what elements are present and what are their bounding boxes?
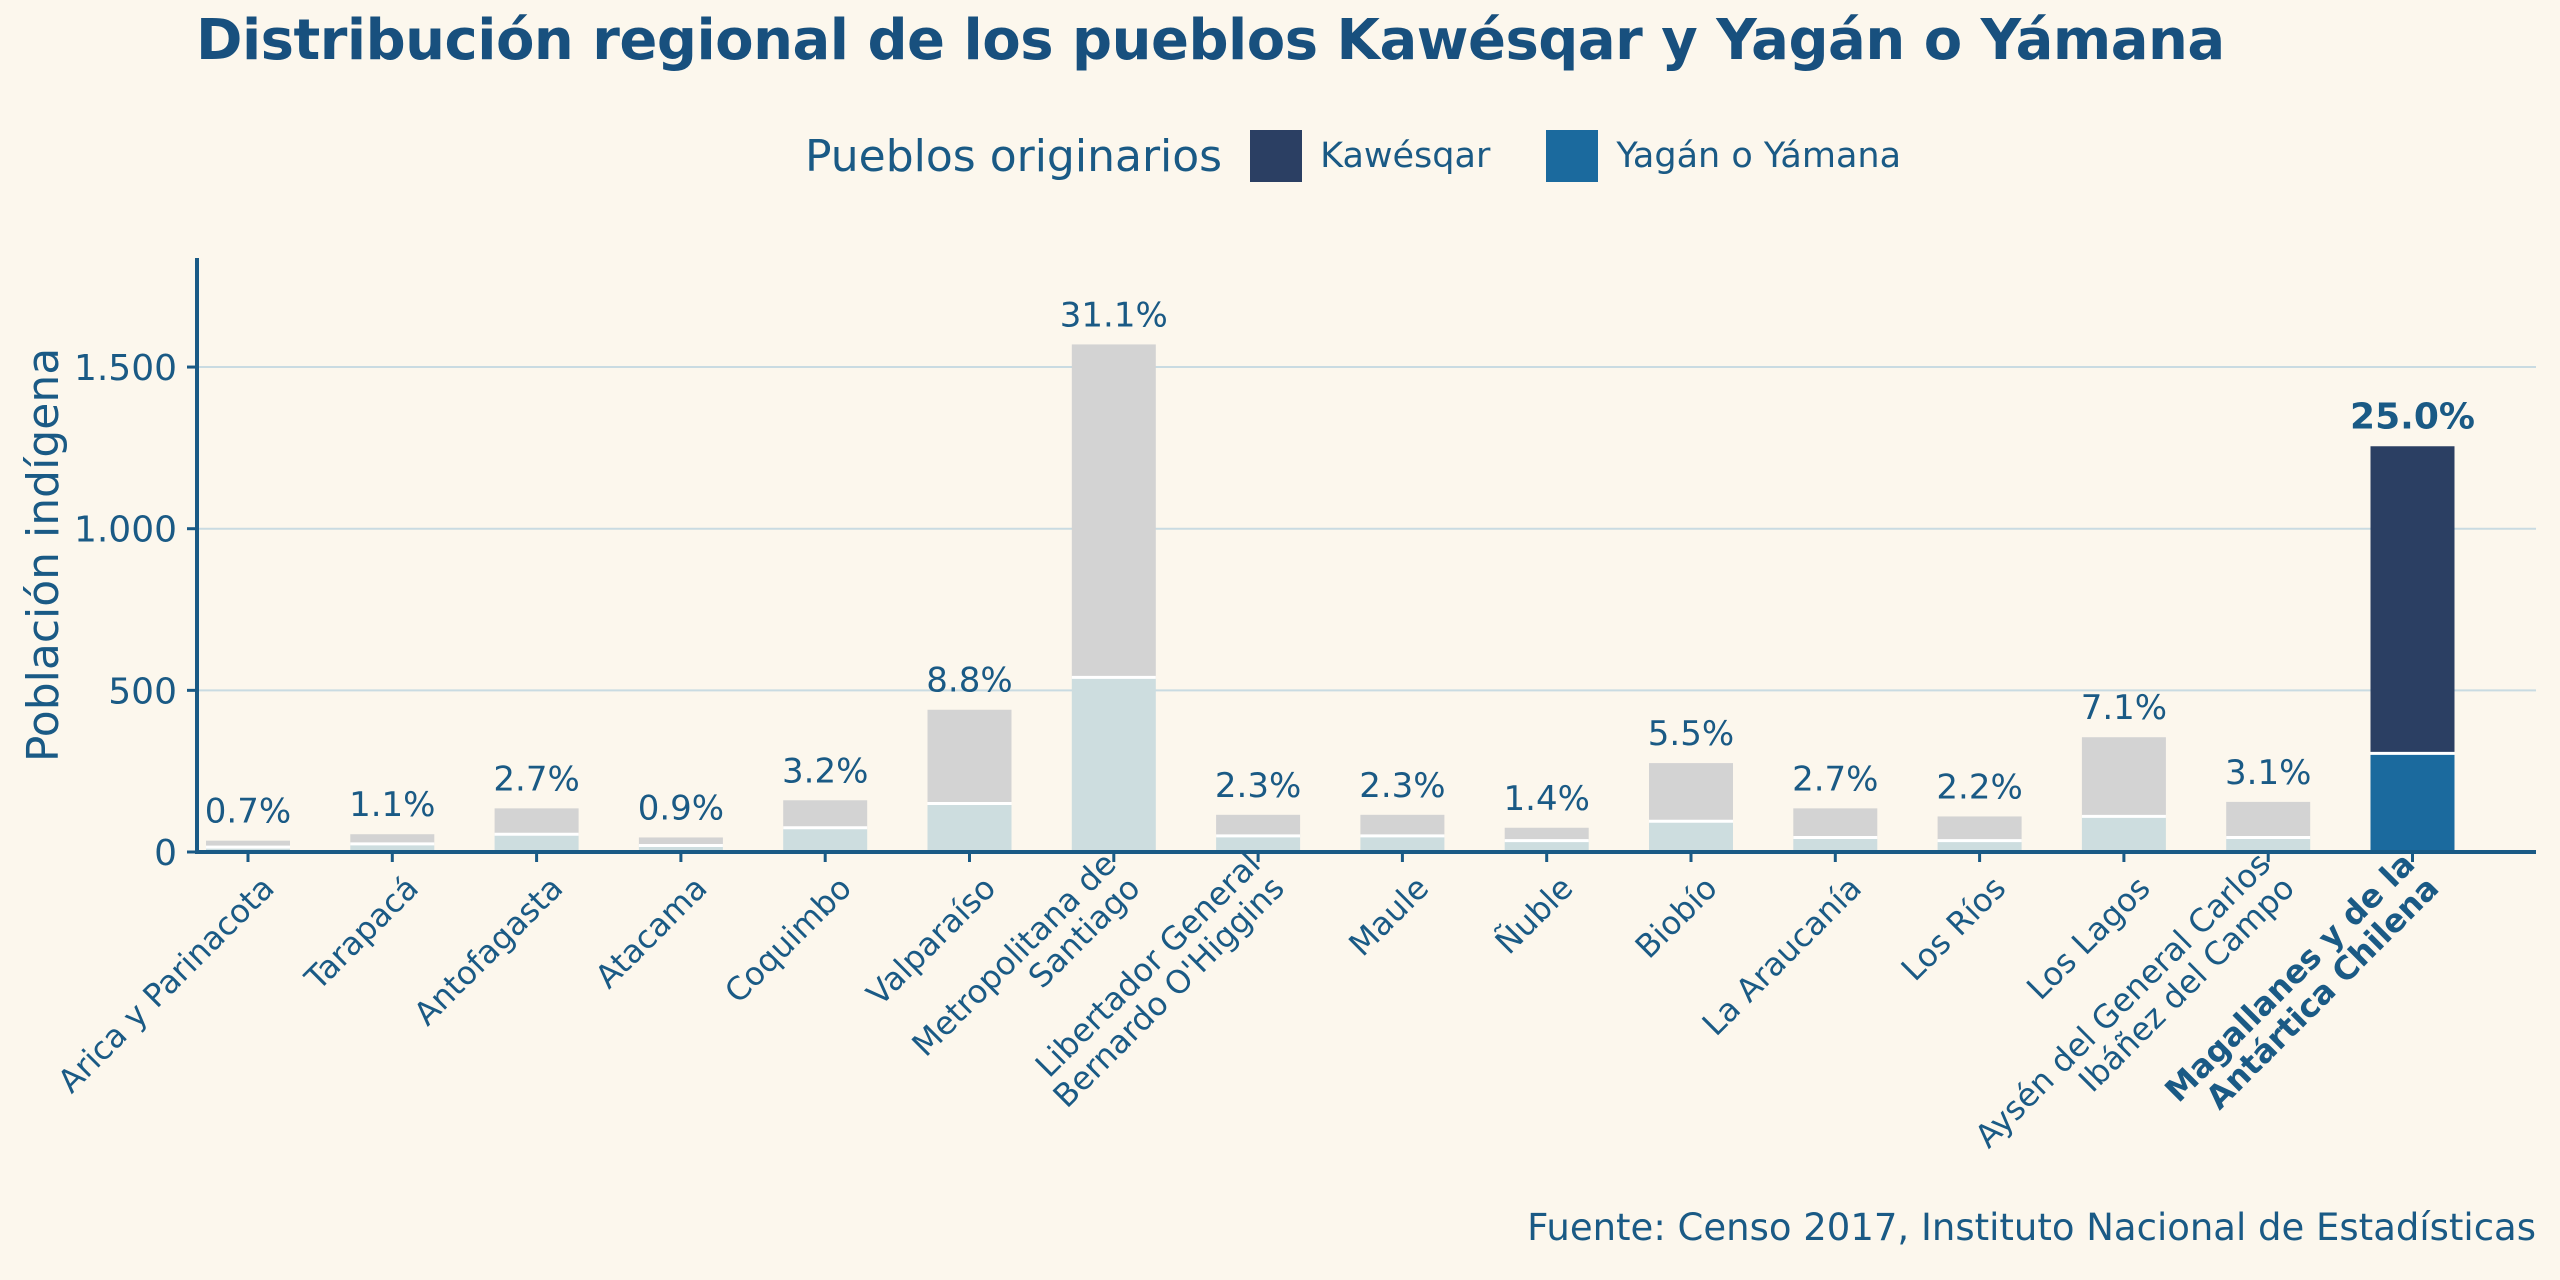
category-label-line: Tarapacá (297, 869, 426, 998)
percent-label: 1.1% (349, 785, 435, 825)
percent-label: 5.5% (1648, 714, 1734, 754)
percent-label: 8.8% (926, 661, 1012, 701)
category-label: Arica y Parinacota (50, 869, 281, 1100)
category-label: Antofagasta (406, 869, 570, 1033)
bar-kawesqar (494, 808, 579, 835)
percent-label: 2.7% (493, 759, 579, 799)
legend: Pueblos originarios Kawésqar Yagán o Yám… (805, 128, 1957, 184)
category-label-line: Los Ríos (1894, 869, 2014, 989)
bar-kawesqar (1216, 814, 1301, 836)
bar-kawesqar (1360, 814, 1445, 836)
category-label: Los Ríos (1894, 869, 2014, 989)
bar-kawesqar (1937, 816, 2022, 841)
category-label-line: Arica y Parinacota (50, 869, 281, 1100)
bar-yagan (206, 847, 290, 852)
bar-yagan (1649, 821, 1733, 852)
bar-kawesqar (1071, 344, 1156, 678)
percent-label: 3.1% (2225, 753, 2311, 793)
bar-yagan (1216, 835, 1301, 852)
bar-yagan (1504, 840, 1589, 852)
bar-kawesqar (1649, 763, 1733, 822)
bar-kawesqar (783, 800, 868, 828)
bar-kawesqar (206, 840, 290, 848)
category-label-line: Coquimbo (717, 869, 859, 1011)
y-tick-label: 1.000 (74, 510, 177, 551)
bar-yagan (2081, 816, 2166, 852)
bar-kawesqar (638, 837, 723, 846)
category-label: Coquimbo (717, 869, 859, 1011)
percent-label: 2.3% (1215, 766, 1301, 806)
percent-label: 0.9% (638, 788, 724, 828)
bar-kawesqar (1504, 827, 1589, 841)
percent-label: 2.3% (1359, 766, 1445, 806)
axes: Población indígena (18, 258, 2536, 854)
category-label-line: Ñuble (1488, 869, 1581, 962)
bar-yagan (350, 843, 435, 852)
legend-label-yagan: Yagán o Yámana (1616, 136, 1902, 176)
y-axis-label: Población indígena (18, 348, 69, 762)
percent-label: 2.7% (1792, 759, 1878, 799)
percent-label: 1.4% (1504, 779, 1590, 819)
y-tick-label: 500 (108, 671, 177, 712)
percent-label: 31.1% (1060, 295, 1168, 335)
percent-label: 0.7% (205, 792, 291, 832)
bar-yagan (927, 803, 1012, 852)
y-tick-label: 1.500 (74, 348, 177, 389)
bar-kawesqar (1793, 808, 1878, 838)
bar-yagan (2226, 837, 2311, 852)
bar-yagan (1360, 835, 1445, 852)
category-label: Ñuble (1488, 869, 1581, 962)
percent-label: 2.2% (1936, 767, 2022, 807)
percent-label: 3.2% (782, 751, 868, 791)
bar-yagan (1793, 837, 1878, 852)
bar-yagan (2370, 753, 2455, 852)
percent-label: 7.1% (2081, 688, 2167, 728)
category-label: Atacama (588, 869, 715, 996)
bar-yagan (1071, 677, 1156, 852)
legend-title: Pueblos originarios (805, 130, 1223, 182)
bar-yagan (494, 834, 579, 852)
category-label-line: Antofagasta (406, 869, 570, 1033)
source-note: Fuente: Censo 2017, Instituto Nacional d… (1527, 1206, 2536, 1249)
percent-label: 25.0% (2350, 396, 2475, 437)
chart-title: Distribución regional de los pueblos Kaw… (196, 8, 2225, 73)
legend-swatch-kawesqar (1250, 130, 1303, 182)
bar-yagan (638, 845, 723, 852)
bar-kawesqar (2370, 446, 2455, 754)
bar-kawesqar (350, 834, 435, 844)
bars (206, 344, 2455, 852)
legend-swatch-yagan (1546, 130, 1599, 182)
category-label-line: Atacama (588, 869, 715, 996)
bar-kawesqar (2226, 801, 2311, 838)
y-tick-label: 0 (154, 833, 177, 874)
bar-yagan (783, 827, 868, 852)
category-label-line: Maule (1341, 869, 1436, 964)
category-label: Maule (1341, 869, 1436, 964)
bar-yagan (1937, 840, 2022, 852)
bar-kawesqar (2081, 737, 2166, 817)
category-label-line: Biobío (1628, 869, 1725, 966)
legend-label-kawesqar: Kawésqar (1320, 136, 1491, 176)
category-label: Biobío (1628, 869, 1725, 966)
bar-kawesqar (927, 709, 1012, 804)
category-label: Tarapacá (297, 869, 426, 998)
